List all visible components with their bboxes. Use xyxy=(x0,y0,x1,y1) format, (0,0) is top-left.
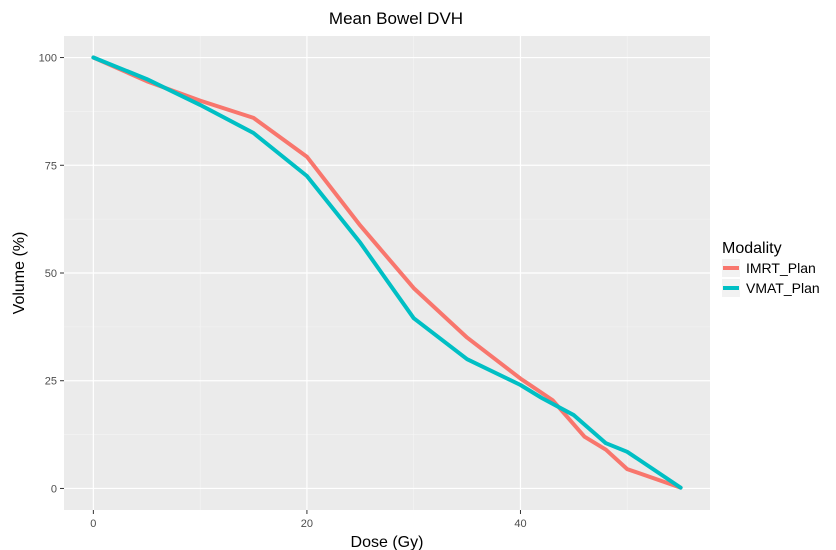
series-line-vmat-plan xyxy=(91,55,683,490)
y-tick-label: 0 xyxy=(51,483,57,495)
y-tick-label: 25 xyxy=(45,376,57,388)
y-tick-label: 75 xyxy=(45,160,57,172)
y-axis: 0 25 50 75 100 xyxy=(39,53,64,495)
y-axis-title: Volume (%) xyxy=(11,232,28,315)
series-line-imrt-plan xyxy=(91,55,683,490)
chart-title: Mean Bowel DVH xyxy=(329,9,463,28)
x-tick-label: 20 xyxy=(301,518,313,530)
y-tick-label: 50 xyxy=(45,268,57,280)
x-tick-label: 0 xyxy=(90,518,96,530)
series-layer xyxy=(91,55,683,490)
legend: Modality IMRT_Plan VMAT_Plan xyxy=(722,240,820,297)
x-tick-label: 40 xyxy=(514,518,526,530)
grid-lines xyxy=(64,36,710,510)
x-axis-title: Dose (Gy) xyxy=(351,534,424,550)
x-axis: 0 20 40 xyxy=(90,510,527,530)
y-tick-label: 100 xyxy=(39,53,57,65)
legend-title: Modality xyxy=(722,240,782,257)
legend-label: IMRT_Plan xyxy=(746,260,816,276)
legend-label: VMAT_Plan xyxy=(746,280,820,296)
